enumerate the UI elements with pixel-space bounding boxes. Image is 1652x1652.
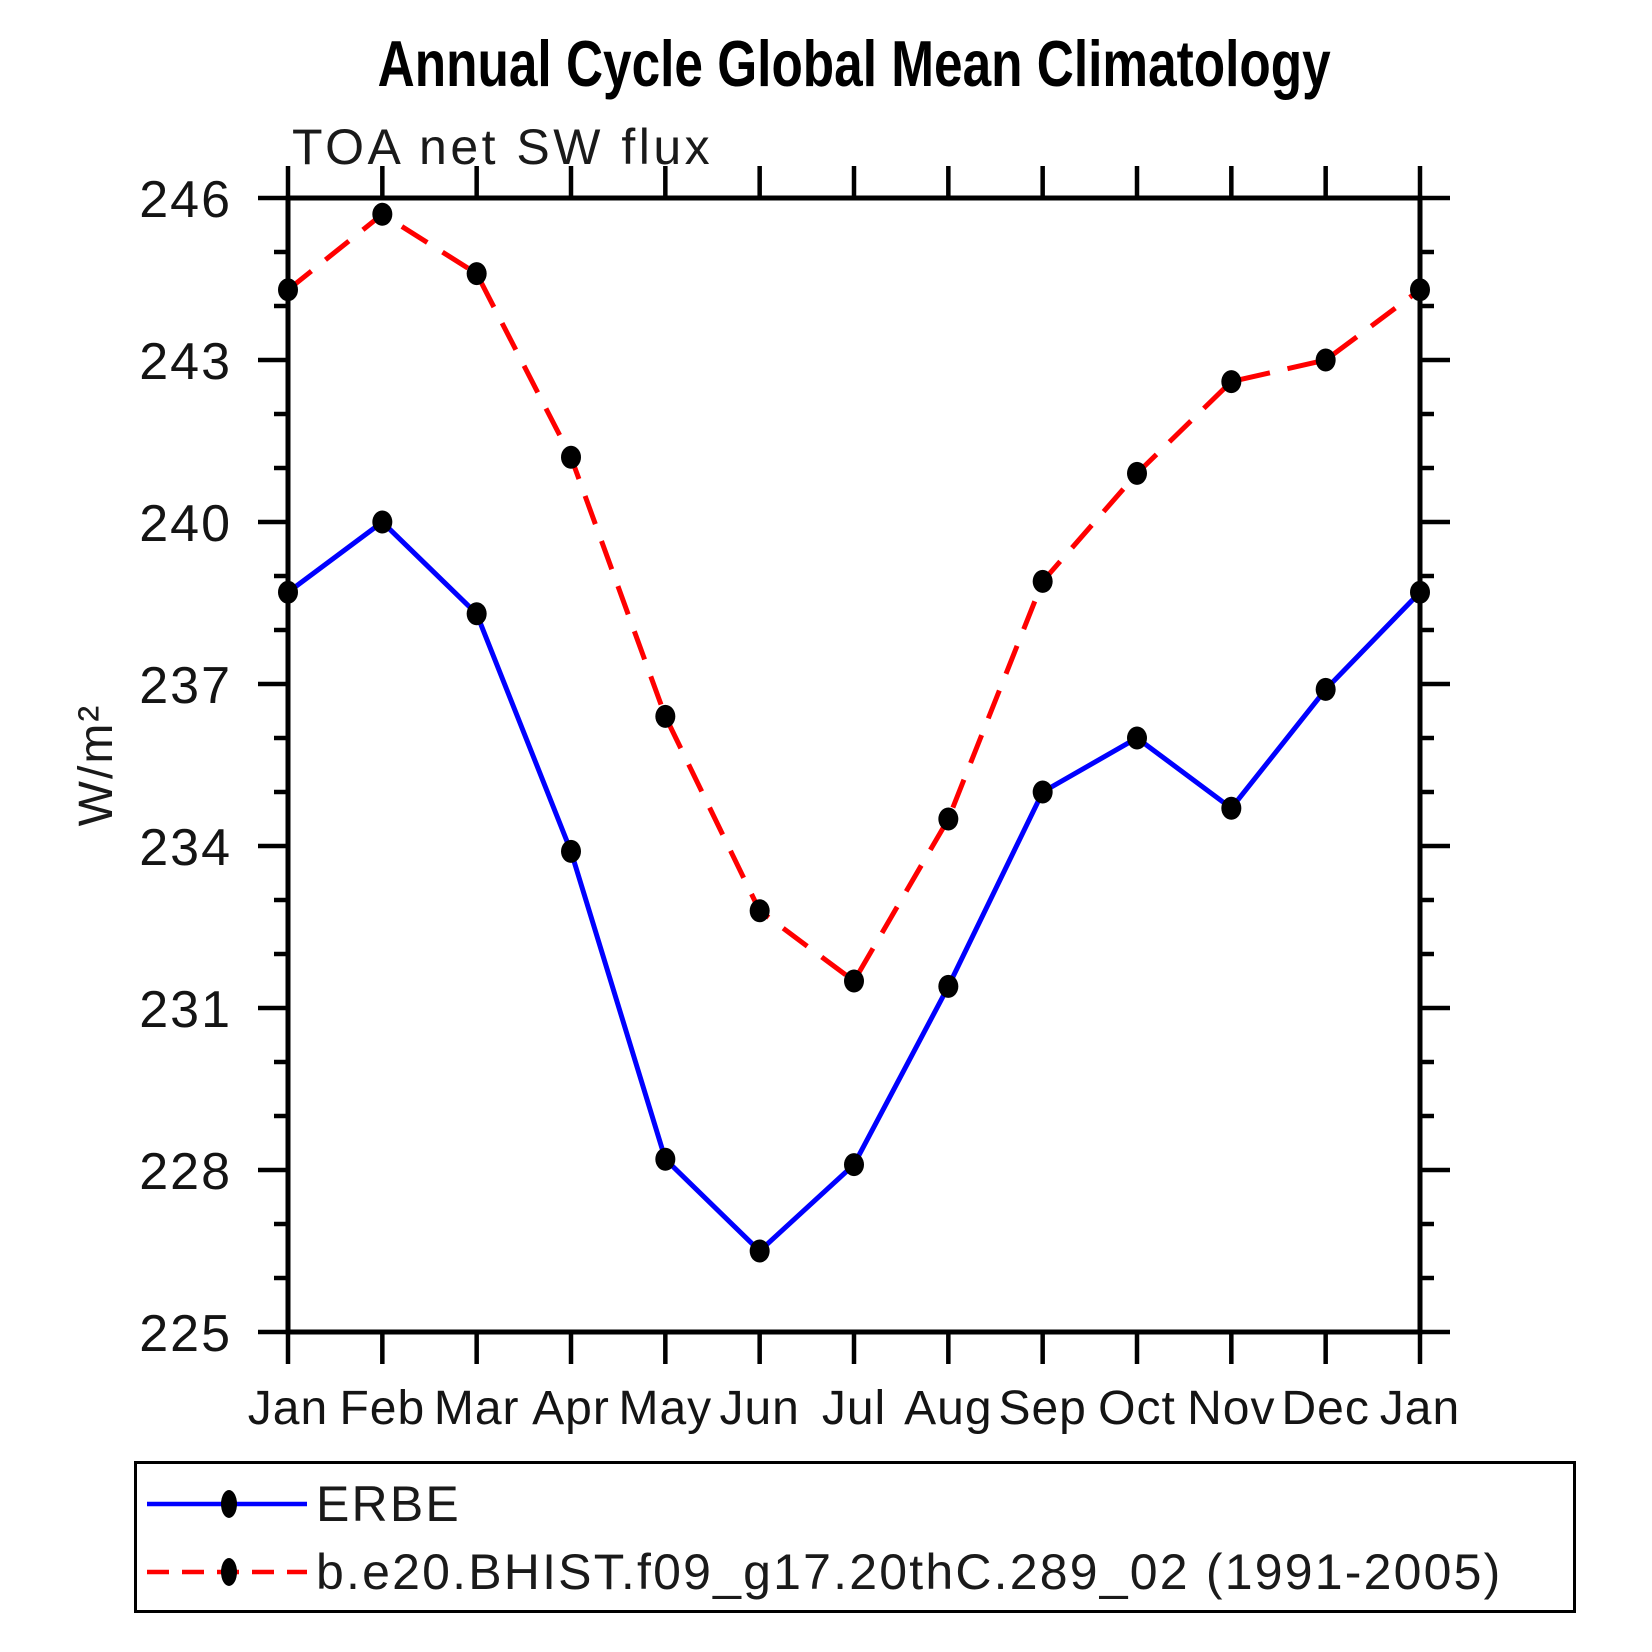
y-tick-label: 246 — [139, 171, 232, 229]
data-point-marker — [466, 602, 487, 626]
x-tick-label: Sep — [998, 1382, 1086, 1435]
series-line-erbe — [286, 518, 1422, 1255]
data-point-marker — [1410, 278, 1430, 302]
data-point-marker — [938, 807, 959, 831]
x-tick-label: Oct — [1098, 1382, 1176, 1435]
data-point-marker — [561, 839, 581, 863]
data-point-marker — [278, 278, 298, 302]
page-title-wrap: Annual Cycle Global Mean Climatology — [0, 26, 1652, 101]
legend-marker-dot — [221, 1490, 237, 1518]
y-tick-label: 228 — [139, 1143, 232, 1201]
x-tick-label: Mar — [434, 1382, 520, 1435]
legend-marker-dot — [221, 1558, 237, 1586]
data-point-marker — [1410, 580, 1430, 604]
y-tick-label: 225 — [139, 1305, 232, 1363]
x-tick-label: Dec — [1281, 1382, 1369, 1435]
page-title: Annual Cycle Global Mean Climatology — [377, 27, 1331, 100]
x-axis-tick-labels: Jan Feb Mar Apr May Jun Jul Aug Sep Oct Nov Dec Jan — [248, 1382, 1460, 1435]
x-tick-label: Aug — [904, 1382, 992, 1435]
chart-subtitle: TOA net SW flux — [292, 119, 714, 175]
x-axis-ticks — [285, 166, 1423, 1364]
data-point-marker — [1315, 677, 1336, 701]
data-point-marker — [1127, 726, 1147, 750]
y-tick-label: 237 — [139, 657, 232, 715]
y-tick-label: 234 — [139, 819, 232, 877]
data-point-marker — [372, 202, 393, 226]
legend-item-model: b.e20.BHIST.f09_g17.20thC.289_02 (1991-2… — [142, 1544, 1503, 1600]
data-point-marker — [1032, 780, 1053, 804]
y-tick-label: 243 — [139, 333, 232, 391]
data-point-marker — [1127, 461, 1147, 485]
y-tick-label: 231 — [139, 981, 232, 1039]
x-tick-label: Feb — [339, 1382, 425, 1435]
data-point-marker — [749, 899, 770, 923]
y-tick-label: 240 — [139, 495, 232, 553]
data-point-marker — [655, 1147, 676, 1171]
series-markers-model — [278, 202, 1430, 993]
x-tick-label: Jan — [1380, 1382, 1460, 1435]
data-point-marker — [844, 969, 864, 993]
data-point-marker — [1221, 796, 1242, 820]
data-point-marker — [844, 1153, 864, 1177]
plot-frame — [285, 195, 1423, 1335]
y-axis-tick-labels: 225 228 231 234 237 240 243 246 — [139, 171, 232, 1363]
legend-box: ERBE b.e20.BHIST.f09_g17.20thC.289_02 (1… — [134, 1461, 1576, 1613]
data-point-marker — [1315, 348, 1336, 372]
x-tick-label: Nov — [1187, 1382, 1275, 1435]
data-point-marker — [1032, 569, 1053, 593]
data-point-marker — [749, 1239, 770, 1263]
legend-label-model: b.e20.BHIST.f09_g17.20thC.289_02 (1991-2… — [316, 1544, 1503, 1600]
legend-label-erbe: ERBE — [316, 1476, 461, 1532]
data-point-marker — [938, 974, 959, 998]
x-tick-label: Jan — [248, 1382, 328, 1435]
data-point-marker — [466, 262, 487, 286]
x-tick-label: Apr — [532, 1382, 610, 1435]
x-tick-label: Jun — [719, 1382, 799, 1435]
legend-swatch-dashed-line — [147, 1558, 307, 1586]
data-point-marker — [278, 580, 298, 604]
legend-swatch-solid-line — [147, 1490, 307, 1518]
data-point-marker — [655, 704, 676, 728]
data-point-marker — [372, 510, 393, 534]
data-point-marker — [1221, 370, 1242, 394]
series-markers-erbe — [278, 510, 1430, 1263]
x-tick-label: May — [618, 1382, 712, 1435]
data-point-marker — [561, 445, 581, 469]
legend-item-erbe: ERBE — [142, 1476, 461, 1532]
x-tick-label: Jul — [822, 1382, 886, 1435]
